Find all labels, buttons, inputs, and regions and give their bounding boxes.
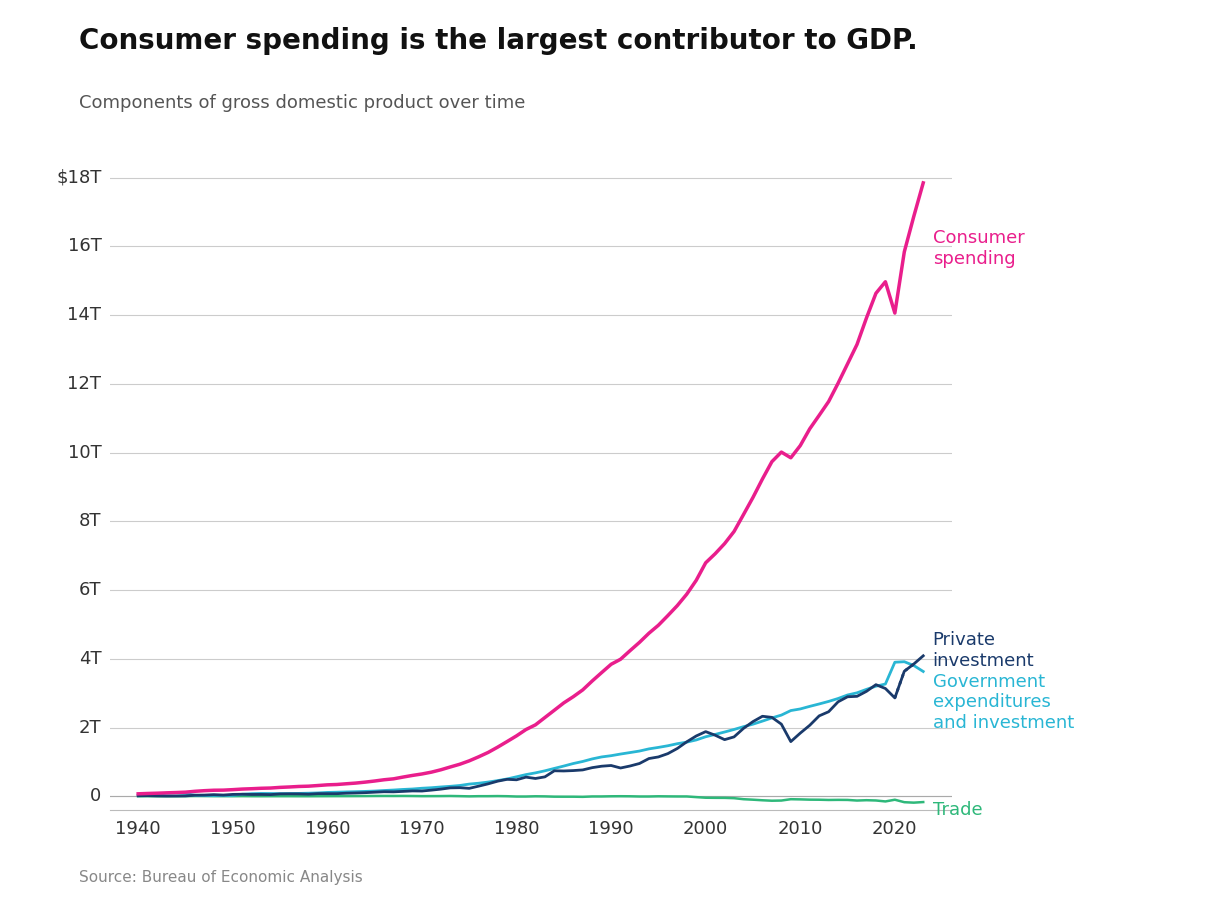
Text: Consumer
spending: Consumer spending: [932, 230, 1025, 268]
Text: 14T: 14T: [67, 306, 101, 324]
Text: Trade: Trade: [932, 801, 982, 819]
Text: 8T: 8T: [79, 512, 101, 530]
Text: 2T: 2T: [79, 718, 101, 736]
Text: Consumer spending is the largest contributor to GDP.: Consumer spending is the largest contrib…: [79, 27, 917, 55]
Text: 16T: 16T: [67, 238, 101, 256]
Text: 6T: 6T: [79, 581, 101, 599]
Text: 4T: 4T: [79, 650, 101, 668]
Text: Components of gross domestic product over time: Components of gross domestic product ove…: [79, 94, 526, 112]
Text: Source: Bureau of Economic Analysis: Source: Bureau of Economic Analysis: [79, 870, 364, 885]
Text: Government
expenditures
and investment: Government expenditures and investment: [932, 672, 1074, 732]
Text: 0: 0: [90, 788, 101, 806]
Text: 12T: 12T: [67, 374, 101, 392]
Text: Private
investment: Private investment: [932, 631, 1035, 670]
Text: 10T: 10T: [67, 444, 101, 462]
Text: $18T: $18T: [56, 168, 101, 186]
